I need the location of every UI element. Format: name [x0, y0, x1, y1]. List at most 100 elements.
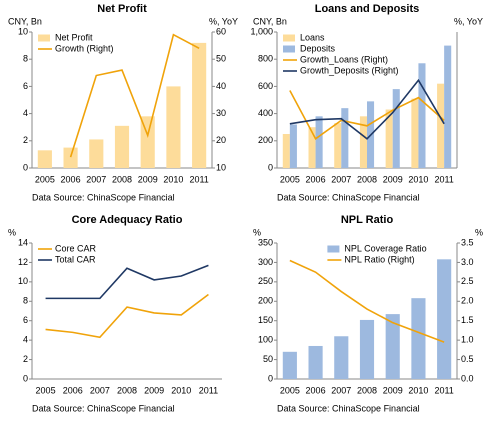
x-tick-label: 2009	[144, 385, 164, 395]
bar	[315, 116, 323, 168]
x-tick-label: 2008	[117, 385, 137, 395]
x-tick-label: 2007	[86, 174, 106, 184]
y-tick-label: 14	[18, 237, 28, 247]
x-tick-label: 2005	[280, 385, 300, 395]
bar	[37, 150, 52, 168]
line	[289, 259, 445, 343]
x-tick-label: 2008	[112, 174, 132, 184]
bar	[411, 298, 426, 379]
chart-title: Core Adequacy Ratio	[72, 214, 183, 226]
y-tick-label: 800	[258, 54, 273, 64]
bar	[89, 139, 104, 168]
y-tick-label: 150	[258, 315, 273, 325]
x-tick-label: 2010	[408, 174, 428, 184]
bar	[385, 109, 393, 168]
bar	[282, 351, 297, 379]
line	[289, 78, 445, 140]
x-tick-label: 2008	[357, 385, 377, 395]
bar	[282, 134, 290, 168]
legend-label: Deposits	[300, 43, 336, 53]
bar	[334, 336, 349, 379]
y-tick-label: 200	[258, 296, 273, 306]
chart-title: Loans and Deposits	[315, 3, 420, 15]
x-tick-label: 2010	[171, 385, 191, 395]
x-tick-label: 2011	[434, 174, 453, 184]
y2-tick-label: 3.5	[461, 237, 474, 247]
x-tick-label: 2007	[331, 174, 351, 184]
y-tick-label: 0	[268, 373, 273, 383]
x-tick-label: 2006	[306, 174, 326, 184]
bar	[114, 125, 130, 168]
x-tick-label: 2005	[36, 385, 56, 395]
legend-swatch	[283, 34, 295, 42]
x-tick-label: 2011	[189, 174, 208, 184]
y-tick-label: 2	[23, 135, 28, 145]
y-tick-label: 250	[258, 276, 273, 286]
line	[45, 293, 209, 339]
y-tick-label: 4	[23, 108, 28, 118]
y-axis-label: CNY, Bn	[253, 16, 287, 26]
y-tick-label: 2	[23, 354, 28, 364]
y2-tick-label: 2.5	[461, 276, 474, 286]
x-tick-label: 2010	[408, 385, 428, 395]
y-tick-label: 8	[23, 296, 28, 306]
bar	[166, 86, 181, 168]
bar	[385, 314, 400, 379]
y2-tick-label: 10	[216, 162, 226, 172]
legend-label: NPL Coverage Ratio	[344, 243, 426, 253]
source-note: Data Source: ChinaScope Financial	[32, 192, 175, 202]
legend-label: NPL Ratio (Right)	[344, 254, 414, 264]
y2-axis-label: %, YoY	[209, 16, 238, 26]
line	[69, 33, 200, 158]
y2-tick-label: 2.0	[461, 296, 474, 306]
line	[289, 90, 445, 140]
y2-tick-label: 1.0	[461, 335, 474, 345]
y-tick-label: 6	[23, 315, 28, 325]
bar	[192, 42, 207, 168]
y-tick-label: 10	[18, 26, 28, 36]
y2-axis-label: %, YoY	[454, 16, 483, 26]
bar	[63, 147, 78, 168]
y-tick-label: 50	[263, 354, 273, 364]
y-tick-label: 1,000	[250, 26, 273, 36]
y2-tick-label: 0.0	[461, 373, 474, 383]
legend-label: Net Profit	[55, 32, 93, 42]
bar	[418, 63, 426, 168]
y2-tick-label: 40	[216, 81, 226, 91]
y-tick-label: 200	[258, 135, 273, 145]
bar	[437, 259, 452, 379]
legend-label: Loans	[300, 32, 325, 42]
legend-label: Growth_Loans (Right)	[300, 54, 388, 64]
x-tick-label: 2005	[35, 174, 55, 184]
y-tick-label: 400	[258, 108, 273, 118]
legend-swatch	[283, 45, 295, 53]
y2-tick-label: 50	[216, 54, 226, 64]
bar	[341, 108, 349, 168]
y2-tick-label: 30	[216, 108, 226, 118]
legend-label: Growth_Deposits (Right)	[300, 65, 399, 75]
chart-title: Net Profit	[97, 3, 147, 15]
x-tick-label: 2011	[199, 385, 218, 395]
y-axis-label: %	[8, 227, 16, 237]
x-tick-label: 2009	[383, 385, 403, 395]
x-tick-label: 2007	[331, 385, 351, 395]
y-tick-label: 300	[258, 257, 273, 267]
source-note: Data Source: ChinaScope Financial	[277, 192, 420, 202]
x-tick-label: 2006	[306, 385, 326, 395]
y-tick-label: 350	[258, 237, 273, 247]
y-tick-label: 0	[23, 373, 28, 383]
bar	[392, 89, 400, 168]
legend-swatch	[38, 34, 50, 42]
y2-axis-label: %	[475, 227, 483, 237]
y-axis-label: CNY, Bn	[8, 16, 42, 26]
y2-tick-label: 20	[216, 135, 226, 145]
bar	[308, 127, 316, 168]
legend-label: Total CAR	[55, 254, 96, 264]
bar	[289, 124, 297, 168]
x-tick-label: 2006	[63, 385, 83, 395]
y-tick-label: 0	[268, 162, 273, 172]
legend-swatch	[327, 245, 340, 253]
y-tick-label: 6	[23, 81, 28, 91]
